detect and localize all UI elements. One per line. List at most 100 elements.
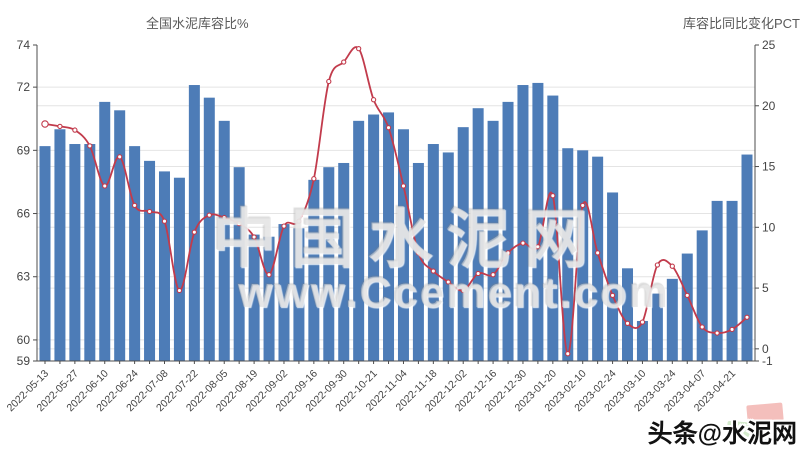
bar xyxy=(651,293,663,361)
bar xyxy=(188,85,200,361)
bar xyxy=(203,97,215,362)
line-marker xyxy=(699,324,705,330)
bar xyxy=(547,95,559,361)
line-marker xyxy=(370,97,377,103)
svg-text:20: 20 xyxy=(762,99,776,113)
line-marker xyxy=(580,202,586,209)
bar xyxy=(338,162,350,361)
bar xyxy=(711,200,723,361)
bar xyxy=(502,101,514,361)
bar xyxy=(308,179,320,361)
svg-text:25: 25 xyxy=(762,38,776,52)
line-marker xyxy=(609,292,616,299)
line-marker xyxy=(266,272,272,278)
svg-text:74: 74 xyxy=(17,38,31,52)
bar xyxy=(99,101,111,361)
bar xyxy=(412,162,424,361)
bar-series xyxy=(39,82,753,362)
line-marker xyxy=(161,218,168,224)
bar xyxy=(233,167,245,361)
bar xyxy=(84,144,96,361)
line-marker xyxy=(520,240,526,246)
line-marker xyxy=(430,268,436,274)
line-marker xyxy=(311,176,317,182)
line-marker xyxy=(565,351,571,357)
line-marker xyxy=(684,292,690,299)
line-marker xyxy=(475,270,481,277)
line-marker xyxy=(714,330,720,336)
bar xyxy=(218,120,230,361)
bar xyxy=(158,171,170,361)
line-marker xyxy=(236,221,242,227)
line-marker xyxy=(326,78,332,85)
bar xyxy=(54,129,66,361)
svg-text:-1: -1 xyxy=(762,354,773,368)
axes: 59 60 63 66 69 72 74 -10 5 10 15 20 25 xyxy=(17,38,776,368)
line-marker xyxy=(744,314,750,320)
toutiao-logo: 头条@水泥网 xyxy=(549,402,799,450)
line-marker xyxy=(57,123,63,130)
bar xyxy=(532,82,544,362)
line-marker xyxy=(535,244,541,250)
logo-text: 头条@水泥网 xyxy=(647,420,797,448)
bar xyxy=(278,224,290,361)
bar xyxy=(442,152,454,361)
svg-text:59: 59 xyxy=(17,354,31,368)
line-marker xyxy=(490,272,496,278)
bar xyxy=(622,268,634,361)
bar xyxy=(472,108,484,361)
line-marker xyxy=(669,263,675,269)
line-marker xyxy=(251,234,257,240)
line-marker xyxy=(146,208,153,215)
svg-text:72: 72 xyxy=(17,80,31,94)
svg-text:69: 69 xyxy=(17,143,31,157)
line-marker xyxy=(117,154,123,160)
line-marker xyxy=(296,218,302,224)
bar xyxy=(592,156,604,361)
bar xyxy=(487,120,499,361)
line-marker xyxy=(415,250,422,256)
line-marker xyxy=(400,183,407,189)
bar xyxy=(323,167,335,361)
right-axis-title: 库容比同比变化PCT xyxy=(682,16,800,31)
line-marker xyxy=(639,319,646,325)
svg-text:5: 5 xyxy=(762,281,769,295)
line-marker xyxy=(281,223,287,229)
svg-text:15: 15 xyxy=(762,160,776,174)
line-marker xyxy=(102,183,108,189)
bar xyxy=(248,234,260,361)
bar xyxy=(383,112,395,361)
bar xyxy=(353,120,365,361)
bar xyxy=(129,146,141,361)
line-marker xyxy=(356,45,362,52)
bar xyxy=(69,144,81,361)
line-marker xyxy=(341,59,347,65)
svg-text:63: 63 xyxy=(17,270,31,284)
line-marker xyxy=(550,193,556,199)
bar xyxy=(368,114,380,362)
bar xyxy=(636,320,648,361)
bar xyxy=(666,278,678,361)
bar xyxy=(39,146,51,361)
bar xyxy=(517,85,529,361)
bar xyxy=(681,253,693,361)
line-marker xyxy=(41,120,49,128)
bar xyxy=(263,236,275,361)
line-marker xyxy=(460,287,466,294)
bar xyxy=(562,148,574,361)
line-marker xyxy=(445,279,451,285)
bar xyxy=(696,230,708,361)
bar xyxy=(293,228,305,361)
grid-lines xyxy=(37,86,755,350)
trend-line xyxy=(41,45,750,357)
bar xyxy=(457,127,469,361)
line-marker xyxy=(206,212,212,218)
svg-text:60: 60 xyxy=(17,333,31,347)
bar xyxy=(741,154,753,361)
bar xyxy=(114,110,126,361)
line-marker xyxy=(72,127,78,133)
line-marker xyxy=(221,214,227,221)
line-marker xyxy=(624,320,631,326)
